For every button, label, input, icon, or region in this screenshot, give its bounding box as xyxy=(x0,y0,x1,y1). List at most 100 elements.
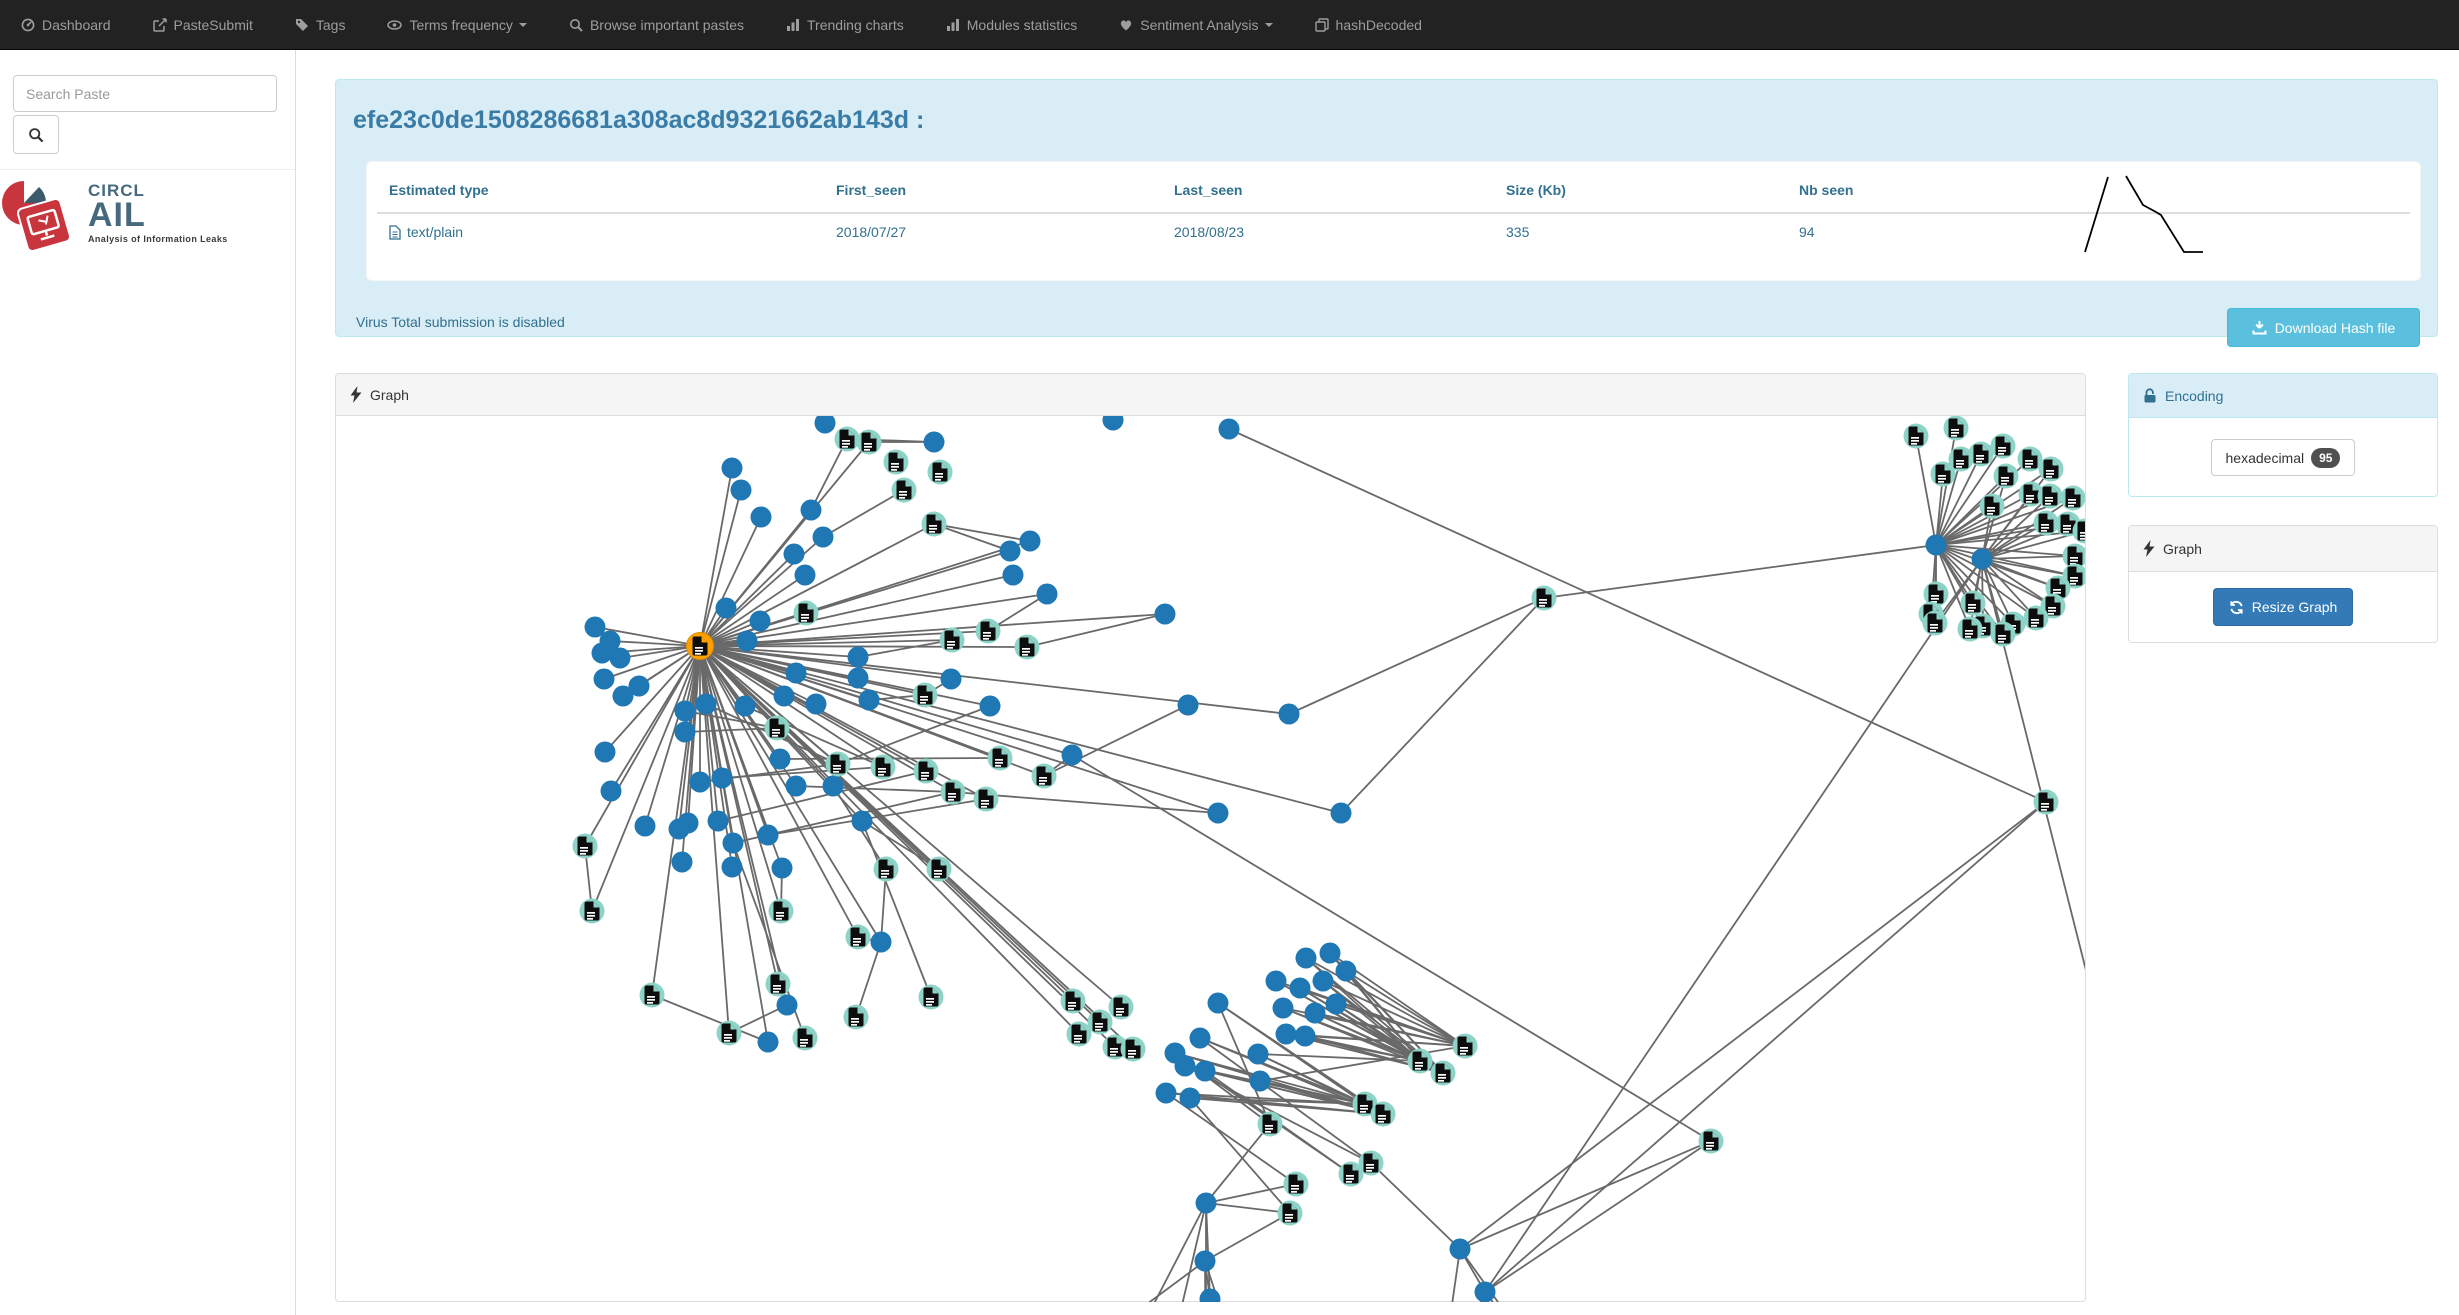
encoding-hexadecimal-button[interactable]: hexadecimal 95 xyxy=(2210,439,2356,476)
graph-node[interactable] xyxy=(999,540,1021,562)
graph-node[interactable] xyxy=(783,543,805,565)
graph-node[interactable] xyxy=(1194,1060,1216,1082)
graph-node[interactable] xyxy=(1218,418,1240,440)
search-paste-input[interactable] xyxy=(13,75,277,112)
graph-node[interactable] xyxy=(707,810,729,832)
graph-node[interactable] xyxy=(940,668,962,690)
graph-node[interactable] xyxy=(579,898,605,924)
graph-node[interactable] xyxy=(1031,763,1057,789)
graph-node[interactable] xyxy=(715,597,737,619)
graph-node[interactable] xyxy=(812,526,834,548)
graph-node[interactable] xyxy=(757,824,779,846)
graph-node[interactable] xyxy=(1304,1002,1326,1024)
graph-node[interactable] xyxy=(845,924,871,950)
graph-node[interactable] xyxy=(1943,416,1969,441)
graph-node[interactable] xyxy=(2018,481,2044,507)
graph-node[interactable] xyxy=(1108,994,1134,1020)
graph-node[interactable] xyxy=(757,1031,779,1053)
nav-item-tags[interactable]: Tags xyxy=(274,0,367,49)
graph-node[interactable] xyxy=(870,754,896,780)
graph-node[interactable] xyxy=(873,856,899,882)
graph-node[interactable] xyxy=(769,748,791,770)
graph-node[interactable] xyxy=(1430,1060,1456,1086)
graph-node[interactable] xyxy=(736,630,758,652)
nav-item-paste-submit[interactable]: PasteSubmit xyxy=(132,0,274,49)
graph-node[interactable] xyxy=(847,667,869,689)
graph-node[interactable] xyxy=(1990,433,2016,459)
graph-node[interactable] xyxy=(927,459,953,485)
graph-node[interactable] xyxy=(1207,992,1229,1014)
graph-node[interactable] xyxy=(1295,947,1317,969)
graph-node[interactable] xyxy=(800,499,822,521)
graph-node[interactable] xyxy=(847,646,869,668)
graph-node[interactable] xyxy=(975,618,1001,644)
graph-node[interactable] xyxy=(921,511,947,537)
graph-node[interactable] xyxy=(2038,456,2064,482)
graph-node[interactable] xyxy=(1120,1036,1146,1062)
graph-node[interactable] xyxy=(721,457,743,479)
nav-item-trending-charts[interactable]: Trending charts xyxy=(765,0,925,49)
graph-node[interactable] xyxy=(628,675,650,697)
graph-node[interactable] xyxy=(639,982,665,1008)
graph-node[interactable] xyxy=(1449,1238,1471,1260)
graph-node[interactable] xyxy=(1968,441,1994,467)
graph-node[interactable] xyxy=(1289,977,1311,999)
graph-node[interactable] xyxy=(1452,1033,1478,1059)
graph-node[interactable] xyxy=(1066,1021,1092,1047)
graph-node[interactable] xyxy=(591,642,613,664)
graph-node[interactable] xyxy=(1061,744,1083,766)
nav-item-sentiment-analysis[interactable]: Sentiment Analysis xyxy=(1098,0,1293,49)
graph-node[interactable] xyxy=(1979,493,2005,519)
graph-node[interactable] xyxy=(1319,942,1341,964)
graph-node[interactable] xyxy=(593,668,615,690)
graph-node[interactable] xyxy=(765,971,791,997)
graph-node[interactable] xyxy=(1207,802,1229,824)
graph-node[interactable] xyxy=(689,771,711,793)
graph-node[interactable] xyxy=(1257,1111,1283,1137)
graph-node[interactable] xyxy=(794,564,816,586)
graph-node[interactable] xyxy=(600,780,622,802)
graph-node[interactable] xyxy=(926,856,952,882)
graph-node[interactable] xyxy=(2023,605,2049,631)
graph-node[interactable] xyxy=(843,1004,869,1030)
graph-node[interactable] xyxy=(722,832,744,854)
graph-node[interactable] xyxy=(634,815,656,837)
graph-node[interactable] xyxy=(1199,1288,1221,1303)
graph-node[interactable] xyxy=(768,898,794,924)
graph-node[interactable] xyxy=(1325,993,1347,1015)
search-paste-button[interactable] xyxy=(13,115,59,154)
graph-node[interactable] xyxy=(939,627,965,653)
graph-node[interactable] xyxy=(750,506,772,528)
graph-node[interactable] xyxy=(721,856,743,878)
graph-node[interactable] xyxy=(1960,590,1986,616)
nav-item-terms-frequency[interactable]: Terms frequency xyxy=(366,0,547,49)
graph-node[interactable] xyxy=(686,632,714,660)
graph-node[interactable] xyxy=(1272,997,1294,1019)
graph-node[interactable] xyxy=(1036,583,1058,605)
graph-node[interactable] xyxy=(1247,1043,1269,1065)
nav-item-browse-important-pastes[interactable]: Browse important pastes xyxy=(548,0,765,49)
graph-node[interactable] xyxy=(1087,1009,1113,1035)
graph-node[interactable] xyxy=(1948,446,1974,472)
download-hash-file-button[interactable]: Download Hash file xyxy=(2227,308,2420,347)
graph-node[interactable] xyxy=(1194,1250,1216,1272)
graph-node[interactable] xyxy=(2033,510,2059,536)
graph-node[interactable] xyxy=(1312,970,1334,992)
graph-node[interactable] xyxy=(1275,1023,1297,1045)
graph-node[interactable] xyxy=(785,775,807,797)
resize-graph-button[interactable]: Resize Graph xyxy=(2212,588,2354,626)
graph-node[interactable] xyxy=(979,695,1001,717)
graph-node[interactable] xyxy=(805,693,827,715)
graph-node[interactable] xyxy=(1957,616,1983,642)
graph-node[interactable] xyxy=(773,685,795,707)
graph-node[interactable] xyxy=(851,810,873,832)
nav-item-hash-decoded[interactable]: hashDecoded xyxy=(1294,0,1443,49)
graph-node[interactable] xyxy=(814,416,836,434)
graph-node[interactable] xyxy=(1155,1082,1177,1104)
graph-node[interactable] xyxy=(695,693,717,715)
graph-node[interactable] xyxy=(572,833,598,859)
graph-node[interactable] xyxy=(1922,610,1948,636)
network-graph[interactable] xyxy=(336,416,2085,1302)
graph-node[interactable] xyxy=(822,775,844,797)
graph-node[interactable] xyxy=(973,786,999,812)
